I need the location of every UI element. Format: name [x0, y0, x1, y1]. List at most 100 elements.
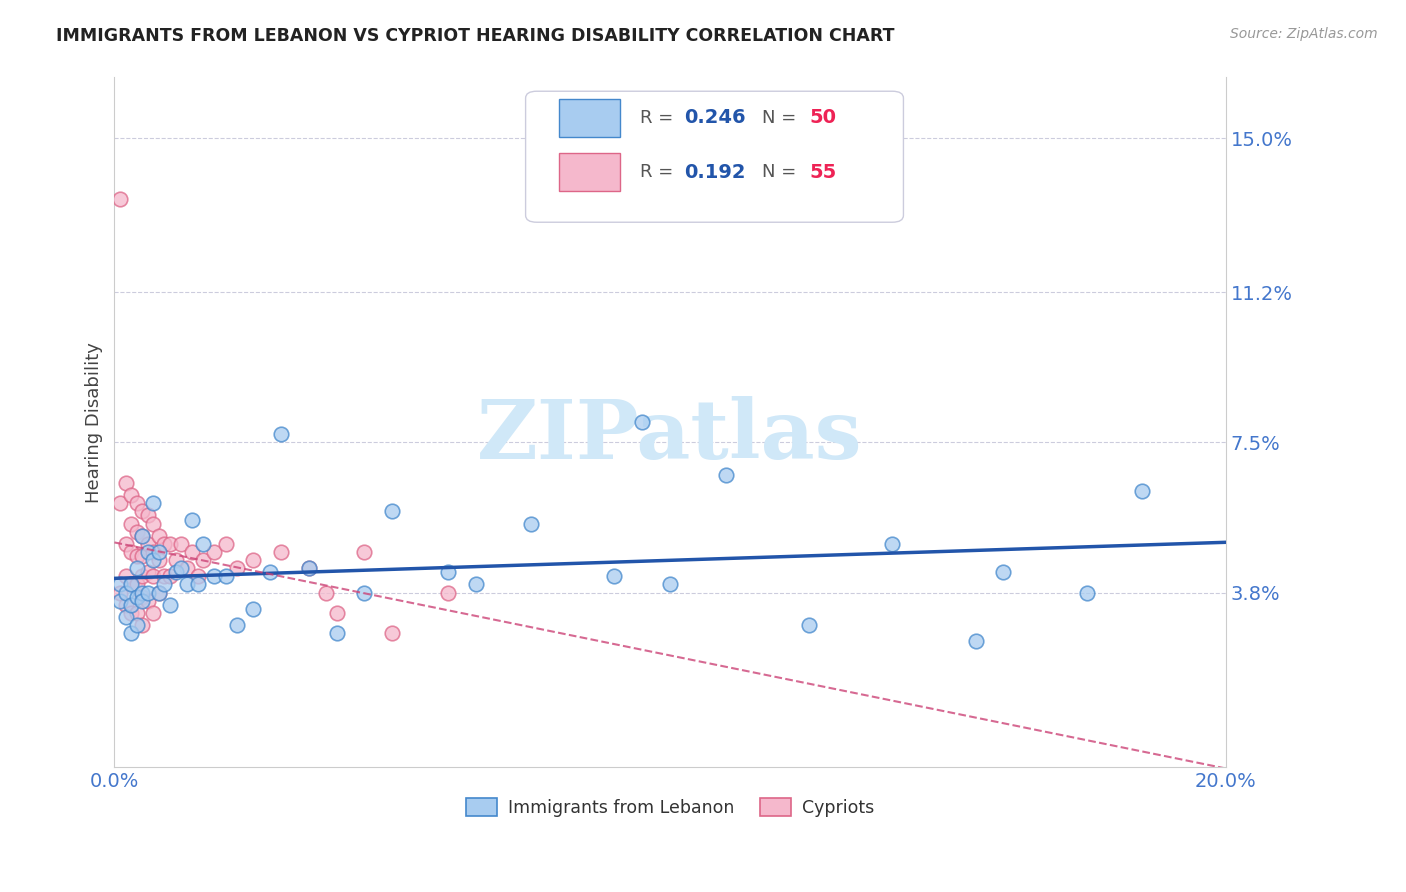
Point — [131, 529, 153, 543]
Point — [120, 626, 142, 640]
Point — [187, 569, 209, 583]
Point — [882, 537, 904, 551]
Point — [325, 606, 347, 620]
Point — [242, 601, 264, 615]
Point — [381, 504, 404, 518]
Point — [225, 561, 247, 575]
Point — [353, 545, 375, 559]
Point — [131, 504, 153, 518]
Point — [142, 569, 165, 583]
Point — [298, 561, 321, 575]
Point — [436, 566, 458, 580]
Point — [204, 569, 226, 583]
Point — [603, 569, 626, 583]
Point — [148, 529, 170, 543]
Point — [181, 512, 204, 526]
Point — [114, 598, 136, 612]
Point — [270, 427, 292, 442]
Text: N =: N = — [762, 109, 803, 127]
Point — [131, 593, 153, 607]
Point — [153, 569, 176, 583]
Point — [120, 598, 142, 612]
Text: ZIPatlas: ZIPatlas — [477, 396, 863, 476]
Point — [120, 577, 142, 591]
Point — [120, 545, 142, 559]
Point — [131, 618, 153, 632]
Point — [125, 590, 148, 604]
Point — [142, 496, 165, 510]
Text: N =: N = — [762, 163, 803, 181]
Point — [270, 545, 292, 559]
Point — [114, 569, 136, 583]
Text: 0.246: 0.246 — [685, 108, 747, 128]
Point — [165, 566, 187, 580]
Point — [142, 545, 165, 559]
Point — [142, 516, 165, 531]
Point — [187, 577, 209, 591]
Point — [381, 626, 404, 640]
Text: 50: 50 — [808, 108, 837, 128]
Point — [125, 549, 148, 563]
Point — [159, 569, 181, 583]
Point — [114, 610, 136, 624]
Point — [714, 467, 737, 482]
Text: 0.192: 0.192 — [685, 162, 747, 182]
Point — [120, 516, 142, 531]
Point — [114, 475, 136, 490]
Point — [148, 545, 170, 559]
Point — [165, 553, 187, 567]
Point — [148, 585, 170, 599]
Point — [176, 561, 198, 575]
FancyBboxPatch shape — [560, 99, 620, 136]
Text: IMMIGRANTS FROM LEBANON VS CYPRIOT HEARING DISABILITY CORRELATION CHART: IMMIGRANTS FROM LEBANON VS CYPRIOT HEARI… — [56, 27, 894, 45]
Legend: Immigrants from Lebanon, Cypriots: Immigrants from Lebanon, Cypriots — [460, 791, 882, 823]
Point — [136, 537, 159, 551]
Point — [153, 537, 176, 551]
Point — [108, 496, 131, 510]
Point — [193, 537, 215, 551]
Point — [214, 537, 236, 551]
Point — [142, 606, 165, 620]
Point — [170, 537, 193, 551]
Text: R =: R = — [640, 163, 679, 181]
Point — [125, 577, 148, 591]
Point — [120, 606, 142, 620]
Point — [114, 585, 136, 599]
Point — [120, 488, 142, 502]
Point — [108, 192, 131, 206]
Point — [131, 585, 153, 599]
Point — [136, 585, 159, 599]
Point — [181, 545, 204, 559]
Point — [114, 537, 136, 551]
Point — [170, 561, 193, 575]
Point — [136, 508, 159, 523]
Point — [176, 577, 198, 591]
Point — [131, 529, 153, 543]
Point — [193, 553, 215, 567]
Text: Source: ZipAtlas.com: Source: ZipAtlas.com — [1230, 27, 1378, 41]
Point — [225, 618, 247, 632]
Point — [993, 566, 1015, 580]
Point — [148, 553, 170, 567]
Point — [136, 593, 159, 607]
Point — [125, 561, 148, 575]
Point — [131, 590, 153, 604]
Point — [659, 577, 682, 591]
Point — [136, 545, 159, 559]
Point — [125, 606, 148, 620]
Point — [298, 561, 321, 575]
Point — [142, 553, 165, 567]
Point — [136, 566, 159, 580]
Point — [214, 569, 236, 583]
Point — [125, 618, 148, 632]
Point — [108, 593, 131, 607]
Point — [631, 415, 654, 429]
Point — [131, 549, 153, 563]
Point — [315, 585, 337, 599]
Point — [797, 618, 820, 632]
Point — [1076, 585, 1098, 599]
Point — [1130, 484, 1153, 499]
Point — [108, 585, 131, 599]
Point — [436, 585, 458, 599]
Point — [259, 566, 281, 580]
